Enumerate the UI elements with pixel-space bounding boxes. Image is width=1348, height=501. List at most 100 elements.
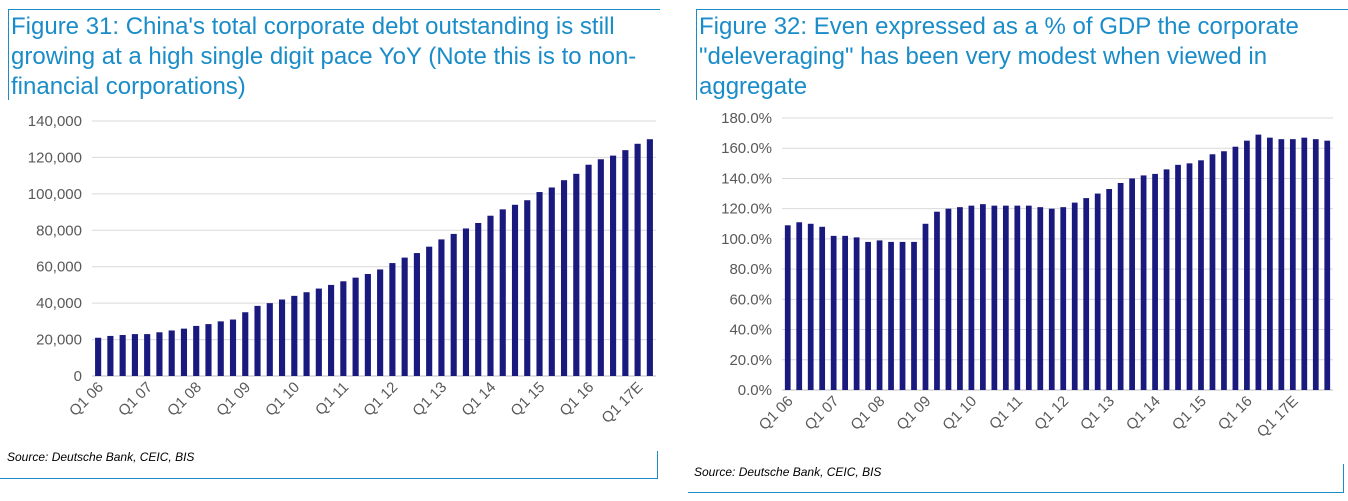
frame-right-rule (657, 451, 658, 479)
bar (1266, 137, 1273, 390)
y-tick-label: 120.0% (721, 201, 772, 218)
y-tick-label: 20.0% (729, 352, 772, 369)
bar (980, 204, 986, 390)
bar (1278, 139, 1285, 390)
title-top-rule (8, 9, 660, 10)
y-tick-label: 60.0% (729, 291, 772, 308)
bar (1186, 163, 1193, 390)
y-tick-label: 0.0% (738, 382, 772, 399)
bar (807, 223, 814, 390)
x-tick-label: Q1 13 (1077, 393, 1118, 434)
bar (899, 241, 906, 390)
bar (156, 332, 163, 376)
bar (524, 200, 531, 376)
x-tick-label: Q1 06 (66, 379, 107, 420)
bar (217, 321, 224, 376)
bar (622, 150, 629, 376)
bar (352, 277, 359, 376)
x-tick-label: Q1 11 (312, 379, 352, 419)
bar (303, 292, 310, 376)
bar (315, 288, 322, 376)
bar (991, 205, 998, 390)
x-tick-label: Q1 16 (1215, 393, 1256, 434)
bar (573, 173, 580, 376)
x-tick-label: Q1 16 (556, 379, 597, 420)
chart-left: 0 20,000 40,000 60,000 80,000 100,000 120,000 1… (28, 113, 656, 427)
title-left-rule (696, 9, 697, 100)
bar (865, 241, 871, 390)
chart-panel-left: Figure 31: China's total corporate debt … (0, 0, 662, 501)
y-tick-label: 0 (74, 368, 82, 385)
bar (499, 209, 506, 376)
bar (1221, 151, 1227, 390)
bar (1152, 173, 1158, 390)
y-tick-label: 160.0% (721, 140, 772, 157)
bar (634, 143, 641, 376)
chart-title-box: Figure 32: Even expressed as a % of GDP … (696, 9, 1348, 100)
bar (266, 303, 273, 376)
x-tick-label: Q1 08 (847, 393, 888, 434)
bar (413, 253, 420, 376)
bar (1198, 160, 1204, 390)
bar (426, 246, 433, 376)
bar (144, 334, 151, 376)
chart-right: 0.0% 20.0% 40.0% 60.0% 80.0% 100.0% 120.0% 140.… (721, 110, 1333, 441)
bar (585, 164, 592, 376)
bar (610, 155, 617, 376)
bar (945, 208, 952, 390)
bar (560, 180, 568, 376)
bar (340, 281, 347, 376)
bar (291, 295, 298, 376)
bar (1014, 205, 1021, 390)
y-tick-label: 80.0% (729, 261, 772, 278)
bar (1071, 202, 1078, 390)
bar (1175, 164, 1181, 390)
bar (922, 223, 929, 390)
y-tick-label: 120,000 (28, 149, 82, 166)
x-tick-label: Q1 08 (164, 379, 205, 420)
bar (1060, 207, 1067, 390)
x-tick-label: Q1 14 (1123, 393, 1164, 434)
chart-title-box: Figure 31: China's total corporate debt … (8, 9, 660, 100)
bar (1106, 189, 1113, 390)
bar (389, 263, 396, 376)
bar (548, 187, 555, 376)
x-tick-label: Q1 17E (598, 379, 646, 427)
bar (819, 226, 826, 390)
bar (364, 274, 371, 376)
bar (1232, 146, 1239, 390)
bar (205, 324, 212, 376)
bar (646, 139, 653, 376)
bar (934, 211, 940, 390)
bar (328, 284, 335, 376)
y-tick-label: 100.0% (721, 231, 772, 248)
bar (842, 235, 849, 390)
x-tick-label: Q1 15 (507, 379, 548, 420)
frame-bottom-rule (688, 492, 1344, 493)
x-tick-label: Q1 07 (802, 393, 843, 434)
x-tick-label: Q1 09 (213, 379, 254, 420)
bar (131, 334, 138, 376)
y-tick-label: 180.0% (721, 110, 772, 127)
bar (1037, 207, 1044, 390)
bar (1209, 154, 1216, 390)
bar (1301, 137, 1308, 390)
bar (911, 241, 917, 390)
chart-source: Source: Deutsche Bank, CEIC, BIS (694, 465, 882, 479)
y-tick-label: 140,000 (28, 113, 82, 130)
bar (888, 241, 894, 390)
bar (796, 222, 803, 390)
bar (95, 337, 102, 376)
x-tick-label: Q1 13 (409, 379, 450, 420)
bar (475, 223, 482, 376)
y-tick-label: 80,000 (36, 222, 82, 239)
y-tick-label: 20,000 (36, 332, 82, 349)
chart-source: Source: Deutsche Bank, CEIC, BIS (7, 450, 195, 464)
bar (957, 207, 963, 390)
x-tick-label: Q1 14 (458, 379, 499, 420)
bar (229, 319, 237, 376)
bar (401, 257, 408, 376)
x-tick-label: Q1 17E (1254, 393, 1302, 441)
title-left-rule (8, 9, 9, 100)
bar (168, 330, 175, 376)
